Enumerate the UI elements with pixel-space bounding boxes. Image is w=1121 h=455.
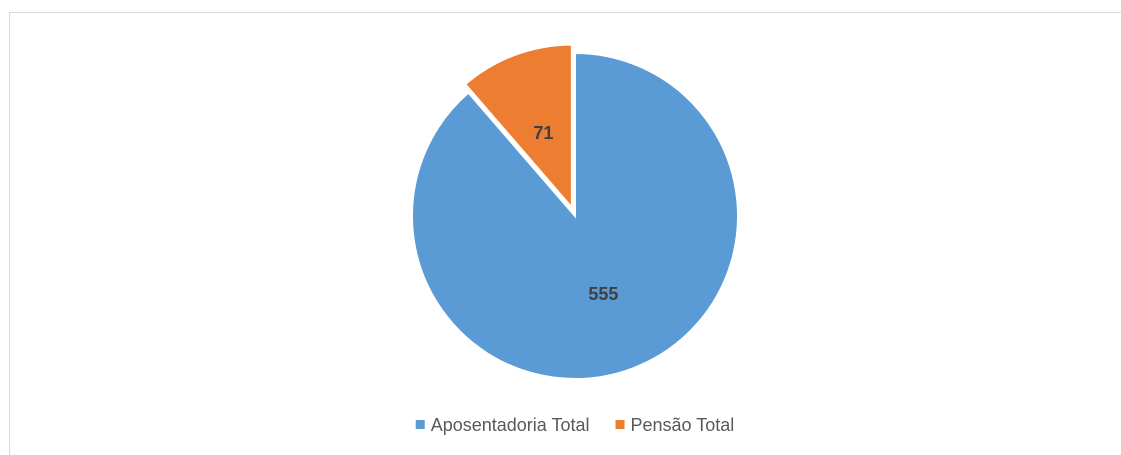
pie-slice	[463, 43, 573, 211]
legend-swatch	[615, 420, 625, 429]
legend-label: Aposentadoria Total	[431, 415, 590, 435]
data-label: 71	[533, 123, 553, 143]
pie-slice	[411, 51, 739, 380]
legend-label: Pensão Total	[631, 415, 735, 435]
legend-swatch	[415, 420, 425, 429]
data-label: 555	[588, 284, 618, 304]
